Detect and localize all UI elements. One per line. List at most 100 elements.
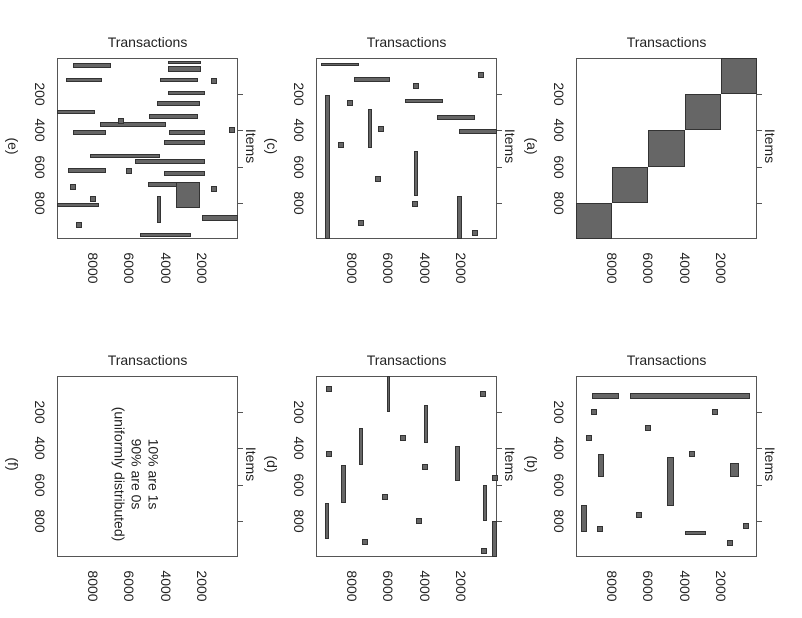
panel-d-xtick-label: 8000 (344, 570, 361, 602)
panel-b-block (581, 504, 587, 532)
panel-c-block (367, 108, 373, 149)
panel-b-ytick-mark (757, 448, 762, 450)
panel-e-ytick-label: 400 (32, 118, 48, 143)
panel-c-dot (347, 100, 354, 107)
panel-b-block (666, 457, 674, 507)
panel-a-ytick-label: 800 (551, 191, 567, 215)
panel-e-ytick-label: 600 (32, 154, 48, 179)
panel-f-ytick-mark (238, 520, 243, 522)
panel-d-ytick-label: 400 (291, 436, 307, 461)
panel-e-block (168, 66, 201, 72)
panel-e-block (73, 63, 112, 68)
panel-f-items-label: Items (243, 446, 259, 482)
panel-a-ytick-mark (757, 94, 762, 96)
panel-d-items-label: Items (502, 446, 518, 482)
panel-d-block (423, 404, 429, 443)
panel-e-dot (118, 118, 125, 125)
panel-e-xtick-label: 4000 (157, 252, 174, 284)
panel-e-block (168, 90, 205, 96)
panel-e-block (149, 114, 199, 119)
panel-a-tag: (a) (524, 137, 540, 155)
panel-e-xtick-label: 8000 (85, 252, 102, 284)
panel-e-items-label: Items (243, 128, 259, 164)
panel-b-xtick-label: 2000 (712, 570, 729, 602)
panel-c-tag: (c) (264, 137, 280, 155)
panel-d-ytick-mark (497, 412, 502, 414)
panel-c-xtick-label: 4000 (416, 252, 433, 284)
panel-d-block (341, 464, 346, 503)
panel-d-ytick-label: 200 (291, 400, 307, 424)
panel-e-dot (211, 77, 218, 84)
panel-e-block (66, 77, 103, 83)
panel-b-xtick-label: 8000 (604, 570, 621, 602)
panel-e-ytick-mark (238, 202, 243, 204)
panel-a-ytick-mark (757, 130, 762, 132)
panel-c-ytick-label: 800 (291, 191, 307, 215)
panel-f-ytick-mark (238, 448, 243, 450)
panel-b-block (597, 453, 605, 478)
panel-c-ytick-mark (497, 130, 502, 132)
panel-e-ytick-mark (238, 94, 243, 96)
panel-b-dot (596, 525, 603, 532)
panel-b-ytick-mark (757, 484, 762, 486)
panel-c-ytick-label: 200 (291, 82, 307, 106)
panel-b-ytick-label: 200 (551, 400, 567, 424)
panel-d-ytick-mark (497, 520, 502, 522)
panel-e-block (156, 196, 162, 223)
panel-e-block (163, 140, 206, 145)
panel-f-note-line: 10% are 1s (145, 438, 161, 510)
panel-d-dot (421, 464, 428, 471)
panel-b-block (630, 393, 750, 399)
panel-f-xtick-label: 2000 (193, 570, 210, 602)
panel-f-note-line: 90% are 0s (128, 438, 144, 510)
panel-d-ytick-mark (497, 484, 502, 486)
panel-c-dot (378, 125, 385, 132)
panel-e-dot (75, 221, 82, 228)
panel-a-ytick-mark (757, 202, 762, 204)
panel-c-dot (374, 176, 381, 183)
panel-e-block (169, 130, 206, 135)
panel-b-dot (645, 425, 652, 432)
panel-a-xtick-label: 6000 (640, 252, 657, 284)
panel-c-ytick-mark (497, 202, 502, 204)
panel-c-dot (358, 219, 365, 226)
panel-d-dot (399, 435, 406, 442)
panel-e-block (89, 153, 161, 159)
panel-f-title: Transactions (107, 352, 188, 368)
panel-b-dot (743, 523, 750, 530)
panel-f-xtick-label: 4000 (157, 570, 174, 602)
panel-b-title: Transactions (626, 352, 707, 368)
panel-d-dot (325, 450, 332, 457)
panel-e-dot (90, 196, 97, 203)
panel-a-xtick-label: 4000 (676, 252, 693, 284)
panel-b-ytick-label: 800 (551, 509, 567, 533)
panel-c-dot (338, 141, 345, 148)
panel-c-dot (412, 83, 419, 90)
panel-c-block (413, 151, 419, 196)
panel-d-ytick-label: 600 (291, 472, 307, 497)
panel-d-block (491, 520, 497, 557)
panel-e-xtick-label: 6000 (121, 252, 138, 284)
panel-b-ytick-label: 400 (551, 436, 567, 461)
panel-c-block (354, 77, 391, 82)
panel-d-xtick-label: 6000 (380, 570, 397, 602)
panel-c-xtick-label: 8000 (344, 252, 361, 284)
panel-f-xtick-label: 6000 (121, 570, 138, 602)
panel-f-tag: (f) (5, 457, 21, 471)
panel-c-block (458, 129, 497, 134)
panel-f-frame (57, 376, 238, 557)
panel-b-dot (712, 409, 719, 416)
panel-d-xtick-label: 4000 (416, 570, 433, 602)
panel-d-ytick-label: 800 (291, 509, 307, 533)
panel-e-block (156, 101, 200, 106)
panel-c-block (325, 95, 331, 239)
panel-e-block (140, 232, 191, 238)
panel-d-dot (481, 547, 488, 554)
panel-e-frame (57, 58, 238, 239)
panel-e-dot (70, 183, 77, 190)
panel-e-tag: (e) (5, 137, 21, 155)
panel-e-block (201, 215, 238, 221)
panel-d-tag: (d) (264, 455, 280, 473)
panel-f-note-line: (uniformly distributed) (111, 406, 127, 542)
panel-e-block (73, 130, 106, 135)
